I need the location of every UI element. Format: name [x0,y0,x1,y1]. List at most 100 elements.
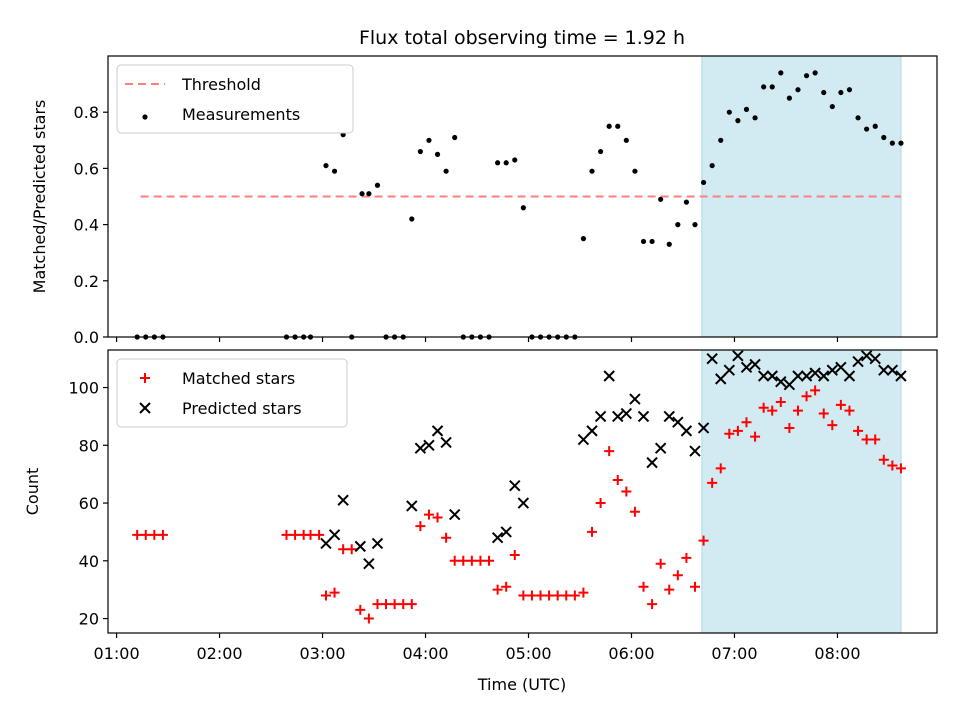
axes-frame [107,349,938,634]
x-axis-label: Time (UTC) [477,675,566,694]
predicted-star-point [337,494,349,506]
measurement-point [597,148,604,155]
measurement-point [495,160,501,166]
matched-star-point [870,434,881,445]
measurement-point [615,123,621,129]
figure-title: Flux total observing time = 1.92 h [359,27,685,49]
measurement-point [374,182,381,188]
predicted-star-point [852,355,864,368]
matched-star-point [140,529,151,540]
measurement-point [666,241,672,247]
matched-star-point [672,570,683,581]
matched-star-point [475,555,486,566]
matched-star-point [569,590,580,601]
matched-star-point [595,498,606,509]
measurement-point [889,140,895,146]
predicted-star-point [448,508,461,521]
measurement-point [683,199,690,205]
matched-star-point [878,454,889,465]
measurement-point [709,162,715,169]
matched-star-point [578,587,589,598]
measurement-point [606,123,612,129]
matched-star-point [810,385,821,396]
x-tick-label: 04:00 [402,644,448,663]
predicted-star-point [800,370,813,382]
measurement-point [803,73,810,79]
matched-star-point [612,474,623,485]
y-tick-label: 0.8 [74,103,99,122]
predicted-star-point [895,370,907,382]
predicted-star-point [654,442,667,454]
predicted-star-point [663,410,675,423]
matched-star-point [355,604,366,615]
highlight-span [701,349,902,634]
legend-label: Measurements [182,105,300,124]
measurement-point [434,151,441,157]
y-tick-label: 40 [79,552,99,571]
predicted-star-point [612,410,624,423]
predicted-star-point [826,364,839,376]
matched-star-point [887,460,898,471]
predicted-star-point [637,410,650,423]
measurement-point [417,148,423,155]
matched-star-point [526,590,537,601]
highlight-span [701,55,902,338]
x-tick-label: 02:00 [197,644,243,663]
predicted-star-point [749,358,761,371]
predicted-star-point [509,480,521,492]
legend-box [116,64,354,134]
predicted-star-point [809,367,821,379]
measurement-point [512,157,518,163]
matched-star-point [552,590,563,601]
x-tick-label: 08:00 [814,644,860,663]
predicted-star-point [732,350,744,362]
measurement-point [452,134,458,141]
measurement-point [675,222,681,228]
legend-measurement-swatch [142,114,148,120]
x-tick-label: 05:00 [505,644,551,663]
matched-star-point [818,408,829,419]
matched-star-point [157,529,168,540]
matched-star-point [689,581,700,592]
matched-star-point [741,417,752,428]
ratio-panel: 0.0 0.2 0.4 0.6 0.8 Matched/Predicted stars Th… [30,55,938,347]
y-tick-label: 0.0 [74,328,99,347]
measurement-point [649,238,655,245]
predicted-star-point [706,352,718,365]
measurement-point [700,179,707,186]
matched-star-point [314,529,325,540]
measurement-point [735,118,741,124]
measurement-point [366,191,372,197]
matched-star-point [458,555,469,566]
predicted-star-point [689,445,701,457]
measurement-point [323,162,329,169]
measurement-point [778,70,784,76]
y-tick-label: 0.4 [74,216,99,235]
measurement-point [752,115,758,121]
matched-star-point [492,584,503,595]
matched-star-point [853,425,864,436]
matched-star-point [381,599,392,610]
measurement-point [838,89,844,96]
matched-star-point [801,391,812,402]
predicted-star-point [414,442,427,454]
measurement-point [520,205,526,211]
matched-star-point [715,463,726,474]
predicted-star-point [586,425,598,437]
matched-star-point [784,422,795,433]
series-measurements [134,70,904,340]
matched-star-point [535,590,546,601]
predicted-star-point [775,376,787,388]
matched-star-point [767,405,778,416]
predicted-star-point [500,526,512,538]
measurement-point [743,106,750,112]
y-axis-label: Matched/Predicted stars [30,100,49,294]
measurement-point [409,216,415,222]
predicted-star-point [629,393,641,405]
matched-star-point [655,558,666,569]
predicted-star-point [423,439,435,452]
matched-star-point [895,463,906,474]
matched-star-point [621,486,632,497]
measurement-point [726,109,732,115]
predicted-star-point [440,436,452,449]
